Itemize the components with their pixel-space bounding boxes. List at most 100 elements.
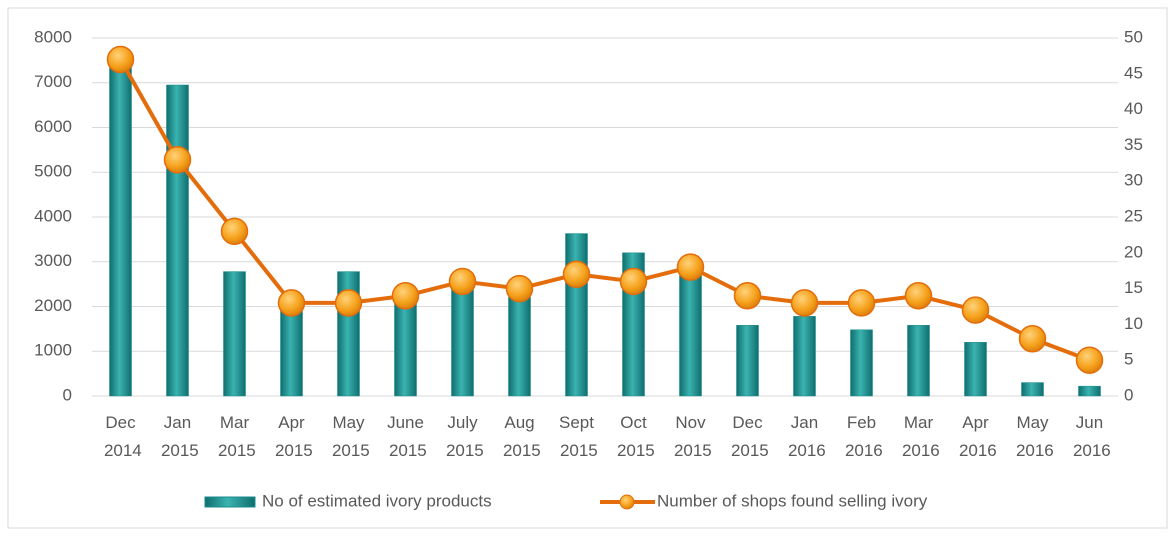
x-tick-label-line: 2016	[783, 441, 826, 460]
x-tick-label-line: Dec	[732, 413, 763, 432]
x-tick-label: May 2015	[327, 413, 370, 460]
x-tick-label-line: June	[387, 413, 424, 432]
line-marker	[163, 145, 192, 174]
bar	[508, 292, 531, 397]
y-tick-label: 1000	[34, 341, 72, 360]
x-tick-label-line: 2014	[99, 441, 142, 460]
x-tick-label: Mar 2016	[897, 413, 940, 460]
y2-tick-label: 20	[1124, 242, 1143, 261]
y-tick-label: 8000	[34, 27, 72, 46]
y2-tick-label: 35	[1124, 135, 1143, 154]
x-tick-label-line: 2015	[327, 441, 370, 460]
x-tick-label: Apr 2016	[954, 413, 997, 460]
x-tick-label-line: Aug	[504, 413, 534, 432]
legend-label: No of estimated ivory products	[262, 491, 492, 510]
line-marker	[733, 282, 762, 310]
bar	[565, 233, 588, 397]
y2-tick-label: 5	[1124, 350, 1133, 369]
bar	[394, 297, 417, 397]
y-tick-label: 2000	[34, 296, 72, 315]
line-marker	[106, 45, 135, 74]
line-marker	[619, 267, 648, 296]
line-marker	[1018, 324, 1047, 353]
x-tick-label: Jan 2016	[783, 413, 826, 460]
line-marker	[790, 289, 819, 317]
y2-tick-label: 40	[1124, 99, 1143, 118]
x-tick-label: Nov 2015	[669, 413, 712, 460]
x-tick-label: June 2015	[384, 413, 427, 460]
legend-swatch-marker	[619, 494, 635, 510]
line-marker	[904, 282, 933, 310]
bar	[850, 329, 873, 397]
bar	[1078, 385, 1101, 397]
y-tick-label: 5000	[34, 162, 72, 181]
bar	[679, 265, 702, 397]
line-marker	[391, 282, 420, 310]
bar	[907, 325, 930, 397]
x-tick-label-line: 2015	[384, 441, 427, 460]
bar	[736, 325, 759, 397]
x-tick-label-line: 2016	[840, 441, 883, 460]
line-marker	[961, 296, 990, 324]
y2-tick-label: 30	[1124, 171, 1143, 190]
x-tick-label-line: Apr	[278, 413, 305, 432]
y-tick-label: 0	[63, 385, 72, 404]
x-tick-label: July 2015	[441, 413, 484, 460]
y2-tick-label: 15	[1124, 278, 1143, 297]
x-tick-label-line: 2015	[213, 441, 256, 460]
line-marker	[847, 289, 876, 317]
x-tick-label: Dec 2014	[99, 413, 142, 460]
x-tick-label-line: 2015	[726, 441, 769, 460]
x-tick-label-line: Nov	[675, 413, 706, 432]
y-tick-label: 3000	[34, 251, 72, 270]
x-tick-label: Aug 2015	[498, 413, 541, 460]
y2-tick-label: 50	[1124, 27, 1143, 46]
x-tick-label-line: Feb	[847, 413, 876, 432]
y2-tick-label: 25	[1124, 206, 1143, 225]
bar	[223, 271, 246, 397]
bar	[793, 316, 816, 397]
x-tick-label-line: 2016	[1068, 441, 1111, 460]
x-tick-label-line: 2015	[612, 441, 655, 460]
line-marker	[277, 289, 306, 317]
line-marker	[562, 260, 591, 289]
y2-tick-label: 0	[1124, 385, 1133, 404]
y2-tick-label: 45	[1124, 63, 1143, 82]
x-tick-label: Jan 2015	[156, 413, 199, 460]
x-tick-label: Sept 2015	[555, 413, 598, 460]
x-tick-label-line: Sept	[559, 413, 594, 432]
x-tick-label-line: Jan	[791, 413, 818, 432]
legend-label: Number of shops found selling ivory	[657, 491, 928, 510]
x-tick-label-line: Jan	[164, 413, 191, 432]
x-tick-label-line: 2015	[156, 441, 199, 460]
x-tick-label: Feb 2016	[840, 413, 883, 460]
x-tick-label-line: May	[332, 413, 365, 432]
line-marker	[505, 274, 534, 303]
x-tick-label-line: Dec	[105, 413, 136, 432]
x-tick-label-line: 2015	[498, 441, 541, 460]
line-marker	[676, 253, 705, 281]
x-tick-label-line: Apr	[962, 413, 989, 432]
y2-tick-label: 10	[1124, 314, 1143, 333]
line-marker	[220, 217, 249, 246]
x-tick-label-line: Oct	[620, 413, 647, 432]
x-tick-label: Oct 2015	[612, 413, 655, 460]
x-tick-label-line: Mar	[904, 413, 934, 432]
bar	[109, 60, 132, 397]
y-tick-label: 6000	[34, 117, 72, 136]
y-tick-label: 4000	[34, 206, 72, 225]
bar	[1021, 382, 1044, 397]
line-marker	[448, 267, 477, 296]
bar	[451, 283, 474, 397]
bar	[166, 84, 189, 397]
x-tick-label: Apr 2015	[270, 413, 313, 460]
x-tick-label-line: 2015	[441, 441, 484, 460]
x-tick-label-line: Mar	[220, 413, 250, 432]
x-tick-label-line: 2015	[669, 441, 712, 460]
x-tick-label-line: 2016	[897, 441, 940, 460]
x-tick-label-line: 2016	[1011, 441, 1054, 460]
x-tick-label-line: July	[447, 413, 478, 432]
x-tick-label: Mar 2015	[213, 413, 256, 460]
x-tick-label-line: 2015	[555, 441, 598, 460]
